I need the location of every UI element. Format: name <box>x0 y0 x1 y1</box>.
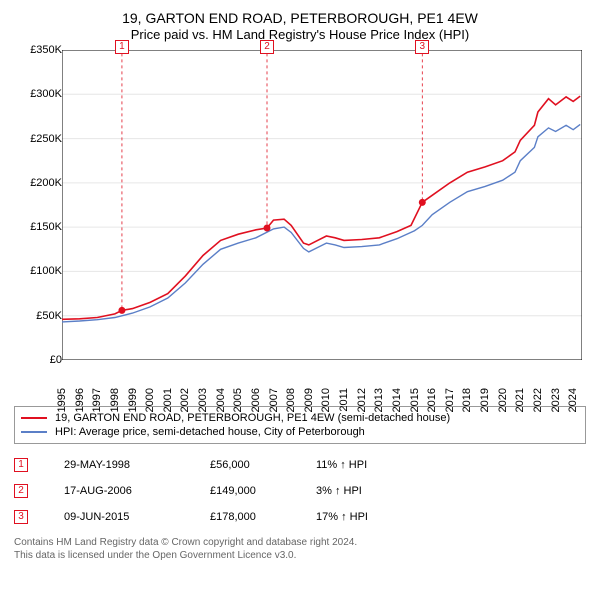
event-row: 2 17-AUG-2006 £149,000 3% ↑ HPI <box>14 478 586 504</box>
x-axis-label: 2018 <box>461 388 473 412</box>
event-marker-box: 2 <box>14 484 28 498</box>
legend-label: 19, GARTON END ROAD, PETERBOROUGH, PE1 4… <box>55 412 450 424</box>
x-axis-label: 2017 <box>444 388 456 412</box>
event-hpi: 11% ↑ HPI <box>316 459 367 471</box>
x-axis-label: 1999 <box>127 388 139 412</box>
event-hpi: 3% ↑ HPI <box>316 485 362 497</box>
x-axis-label: 2023 <box>550 388 562 412</box>
chart-marker-box: 2 <box>260 40 274 54</box>
event-price: £178,000 <box>210 511 280 523</box>
x-axis-label: 2014 <box>391 388 403 412</box>
x-axis-label: 2006 <box>250 388 262 412</box>
y-axis-label: £250K <box>30 133 62 145</box>
plot-area: 123 <box>62 50 582 360</box>
event-price: £56,000 <box>210 459 280 471</box>
x-axis-label: 1995 <box>56 388 68 412</box>
event-date: 17-AUG-2006 <box>64 485 174 497</box>
x-axis-label: 2005 <box>232 388 244 412</box>
event-date: 29-MAY-1998 <box>64 459 174 471</box>
x-axis-label: 2010 <box>320 388 332 412</box>
y-axis-label: £350K <box>30 44 62 56</box>
x-axis-label: 2002 <box>179 388 191 412</box>
page-subtitle: Price paid vs. HM Land Registry's House … <box>14 27 586 42</box>
chart-marker-box: 1 <box>115 40 129 54</box>
event-marker-box: 3 <box>14 510 28 524</box>
x-axis-label: 2008 <box>285 388 297 412</box>
legend-row: 19, GARTON END ROAD, PETERBOROUGH, PE1 4… <box>21 411 579 425</box>
x-axis-label: 2012 <box>356 388 368 412</box>
legend-swatch <box>21 431 47 433</box>
x-axis-label: 2009 <box>303 388 315 412</box>
x-axis-label: 2016 <box>426 388 438 412</box>
y-axis: £0£50K£100K£150K£200K£250K£300K£350K <box>14 50 62 360</box>
y-axis-label: £0 <box>50 354 62 366</box>
event-price: £149,000 <box>210 485 280 497</box>
x-axis-label: 2019 <box>479 388 491 412</box>
x-axis-label: 2001 <box>162 388 174 412</box>
attribution-line: Contains HM Land Registry data © Crown c… <box>14 536 586 549</box>
x-axis-label: 2011 <box>338 388 350 412</box>
x-axis-label: 2020 <box>497 388 509 412</box>
x-axis-label: 2021 <box>514 388 526 412</box>
y-axis-label: £100K <box>30 265 62 277</box>
events-table: 1 29-MAY-1998 £56,000 11% ↑ HPI 2 17-AUG… <box>14 452 586 530</box>
event-row: 1 29-MAY-1998 £56,000 11% ↑ HPI <box>14 452 586 478</box>
x-axis-label: 2000 <box>144 388 156 412</box>
chart: £0£50K£100K£150K£200K£250K£300K£350K 123… <box>14 50 586 400</box>
x-axis-label: 2015 <box>409 388 421 412</box>
x-axis-label: 1997 <box>91 388 103 412</box>
event-date: 09-JUN-2015 <box>64 511 174 523</box>
y-axis-label: £50K <box>36 310 62 322</box>
x-axis-label: 2022 <box>532 388 544 412</box>
y-axis-label: £300K <box>30 88 62 100</box>
x-axis-label: 1998 <box>109 388 121 412</box>
x-axis-label: 1996 <box>74 388 86 412</box>
x-axis-label: 2007 <box>268 388 280 412</box>
x-axis-label: 2004 <box>215 388 227 412</box>
legend-row: HPI: Average price, semi-detached house,… <box>21 425 579 439</box>
event-marker-box: 1 <box>14 458 28 472</box>
page-title: 19, GARTON END ROAD, PETERBOROUGH, PE1 4… <box>14 10 586 26</box>
x-axis-label: 2003 <box>197 388 209 412</box>
page: 19, GARTON END ROAD, PETERBOROUGH, PE1 4… <box>0 0 600 590</box>
legend-swatch <box>21 417 47 419</box>
x-axis: 1995199619971998199920002001200220032004… <box>62 360 582 400</box>
attribution-line: This data is licensed under the Open Gov… <box>14 549 586 562</box>
x-axis-label: 2013 <box>373 388 385 412</box>
event-hpi: 17% ↑ HPI <box>316 511 368 523</box>
attribution: Contains HM Land Registry data © Crown c… <box>14 536 586 562</box>
chart-svg <box>62 50 582 360</box>
y-axis-label: £150K <box>30 221 62 233</box>
chart-marker-box: 3 <box>415 40 429 54</box>
y-axis-label: £200K <box>30 177 62 189</box>
event-row: 3 09-JUN-2015 £178,000 17% ↑ HPI <box>14 504 586 530</box>
legend-label: HPI: Average price, semi-detached house,… <box>55 426 365 438</box>
x-axis-label: 2024 <box>567 388 579 412</box>
